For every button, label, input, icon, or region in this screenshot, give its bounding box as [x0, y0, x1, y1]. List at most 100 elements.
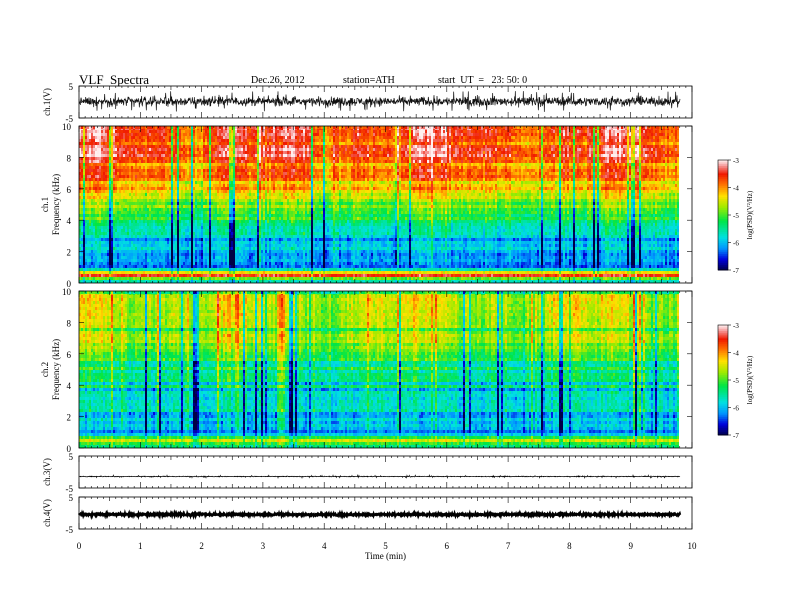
psd-cell — [93, 229, 95, 232]
psd-cell — [167, 208, 169, 211]
psd-cell — [149, 172, 151, 175]
psd-cell — [111, 280, 113, 283]
psd-cell — [167, 214, 169, 217]
psd-cell — [209, 142, 211, 145]
psd-cell — [213, 145, 215, 148]
psd-cell — [143, 193, 145, 196]
psd-cell — [239, 259, 241, 262]
psd-cell — [239, 181, 241, 184]
psd-cell — [167, 190, 169, 193]
psd-cell — [167, 142, 169, 145]
psd-cell — [119, 214, 121, 217]
psd-cell — [139, 265, 141, 268]
psd-cell — [167, 250, 169, 253]
psd-cell — [189, 187, 191, 190]
psd-cell — [97, 136, 99, 139]
psd-cell — [213, 232, 215, 235]
psd-cell — [215, 229, 217, 232]
psd-cell — [197, 145, 199, 148]
psd-cell — [121, 148, 123, 151]
psd-cell — [141, 142, 143, 145]
psd-cell — [165, 175, 167, 178]
psd-cell — [201, 253, 203, 256]
psd-cell — [165, 199, 167, 202]
psd-cell — [81, 169, 83, 172]
psd-cell — [115, 130, 117, 133]
psd-cell — [183, 220, 185, 223]
psd-cell — [173, 169, 175, 172]
psd-cell — [115, 178, 117, 181]
psd-cell — [155, 184, 157, 187]
psd-cell — [257, 268, 259, 271]
psd-cell — [87, 187, 89, 190]
psd-cell — [225, 208, 227, 211]
psd-cell — [253, 256, 255, 259]
psd-cell — [225, 220, 227, 223]
psd-cell — [113, 187, 115, 190]
psd-cell — [105, 235, 107, 238]
psd-cell — [95, 169, 97, 172]
psd-cell — [147, 157, 149, 160]
psd-cell — [245, 238, 247, 241]
psd-cell — [191, 205, 193, 208]
psd-cell — [233, 181, 235, 184]
psd-cell — [145, 181, 147, 184]
psd-cell — [113, 220, 115, 223]
psd-cell — [139, 235, 141, 238]
psd-cell — [179, 139, 181, 142]
psd-cell — [239, 205, 241, 208]
psd-cell — [103, 262, 105, 265]
psd-cell — [179, 154, 181, 157]
psd-cell — [247, 229, 249, 232]
psd-cell — [123, 259, 125, 262]
psd-cell — [247, 199, 249, 202]
psd-cell — [97, 238, 99, 241]
psd-cell — [171, 241, 173, 244]
psd-cell — [167, 244, 169, 247]
psd-cell — [229, 229, 231, 232]
psd-cell — [253, 166, 255, 169]
psd-cell — [239, 208, 241, 211]
psd-cell — [257, 214, 259, 217]
psd-cell — [95, 130, 97, 133]
psd-cell — [157, 232, 159, 235]
psd-cell — [221, 136, 223, 139]
psd-cell — [233, 265, 235, 268]
psd-cell — [137, 259, 139, 262]
psd-cell — [141, 202, 143, 205]
psd-cell — [245, 274, 247, 277]
psd-cell — [147, 172, 149, 175]
psd-cell — [137, 178, 139, 181]
psd-cell — [249, 229, 251, 232]
psd-cell — [229, 271, 231, 274]
psd-cell — [89, 196, 91, 199]
psd-cell — [241, 265, 243, 268]
psd-cell — [93, 202, 95, 205]
psd-cell — [107, 235, 109, 238]
psd-cell — [83, 256, 85, 259]
psd-cell — [139, 202, 141, 205]
psd-cell — [97, 148, 99, 151]
psd-cell — [199, 163, 201, 166]
psd-cell — [161, 136, 163, 139]
psd-cell — [217, 241, 219, 244]
psd-cell — [153, 244, 155, 247]
psd-cell — [205, 160, 207, 163]
psd-cell — [101, 172, 103, 175]
psd-cell — [147, 262, 149, 265]
psd-cell — [143, 259, 145, 262]
psd-cell — [101, 145, 103, 148]
psd-cell — [145, 199, 147, 202]
psd-cell — [129, 145, 131, 148]
psd-cell — [247, 268, 249, 271]
psd-cell — [229, 265, 231, 268]
psd-cell — [149, 208, 151, 211]
psd-cell — [119, 202, 121, 205]
psd-cell — [109, 151, 111, 154]
psd-cell — [137, 250, 139, 253]
psd-cell — [119, 238, 121, 241]
psd-cell — [253, 205, 255, 208]
psd-cell — [93, 220, 95, 223]
psd-cell — [165, 166, 167, 169]
psd-cell — [191, 220, 193, 223]
